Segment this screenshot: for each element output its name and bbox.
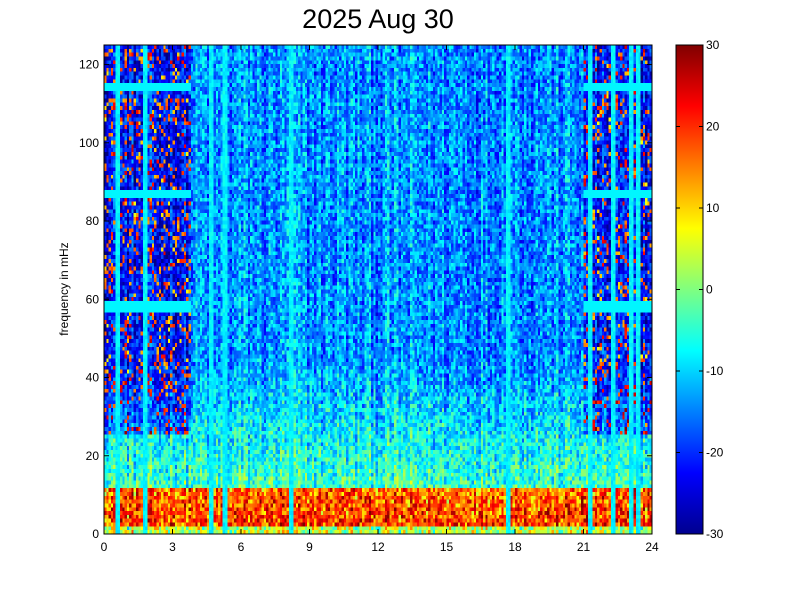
spectrogram-image (104, 45, 652, 534)
y-tick-label: 60 (86, 292, 100, 306)
colorbar-tick-label: -10 (706, 364, 724, 378)
colorbar-tick-label: 20 (706, 120, 720, 134)
y-tick-label: 80 (86, 214, 100, 228)
colorbar-tick-label: 10 (706, 201, 720, 215)
colorbar-tick-label: 30 (706, 38, 720, 52)
x-tick-label: 6 (238, 540, 245, 554)
y-tick-label: 20 (86, 449, 100, 463)
x-tick-label: 12 (371, 540, 385, 554)
y-tick-label: 120 (79, 58, 99, 72)
colorbar-axis: 30 20 10 0 -10 -20 -30 (676, 38, 724, 541)
heatmap-layer (104, 45, 652, 534)
x-tick-label: 18 (508, 540, 522, 554)
y-tick-label: 100 (79, 136, 99, 150)
chart-title: 2025 Aug 30 (302, 4, 454, 34)
x-tick-label: 0 (101, 540, 108, 554)
colorbar-tick-label: -20 (706, 446, 724, 460)
x-tick-label: 3 (169, 540, 176, 554)
x-tick-label: 21 (577, 540, 591, 554)
x-tick-label: 9 (306, 540, 313, 554)
colorbar (675, 44, 704, 535)
x-tick-label: 15 (440, 540, 454, 554)
colorbar-tick-label: -30 (706, 527, 724, 541)
axis-layer: 0 3 6 9 12 15 18 21 24 0 20 40 60 80 100 120 (79, 45, 659, 554)
colorbar-tick-label: 0 (706, 283, 713, 297)
y-tick-label: 40 (86, 371, 100, 385)
y-tick-label: 0 (92, 527, 99, 541)
x-tick-label: 24 (645, 540, 659, 554)
